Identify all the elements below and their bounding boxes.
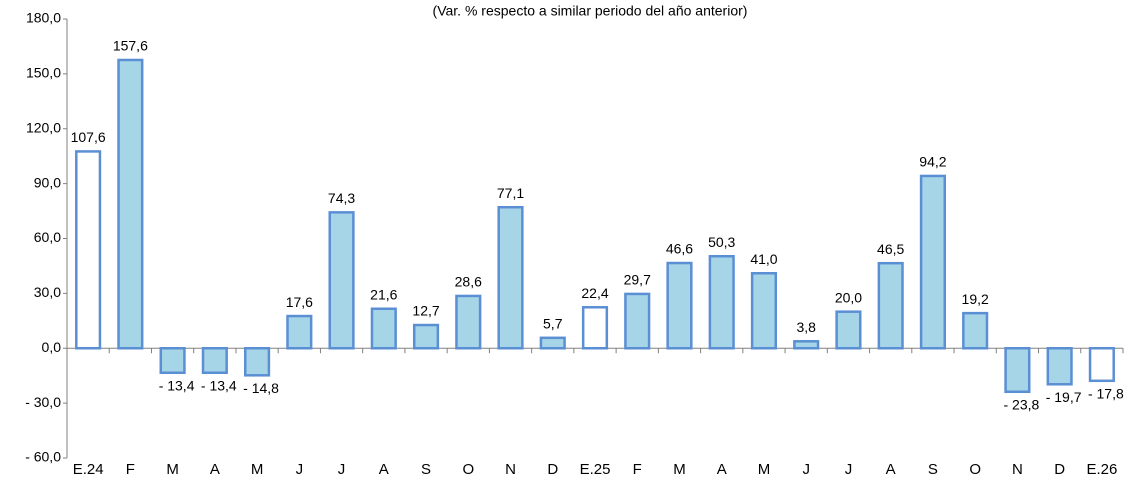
bar <box>497 205 524 350</box>
value-label: 22,4 <box>581 285 608 301</box>
value-label: 46,5 <box>877 241 904 257</box>
bar <box>201 347 228 375</box>
x-tick-label: A <box>210 461 220 478</box>
x-tick-label: D <box>547 461 558 478</box>
bar <box>370 307 397 350</box>
x-tick-label: A <box>379 461 389 478</box>
bar <box>919 174 946 350</box>
x-tick-label: E.25 <box>580 461 611 478</box>
bar <box>708 254 735 350</box>
value-label: - 13,4 <box>159 377 195 393</box>
x-tick-label: S <box>421 461 431 478</box>
value-label: 17,6 <box>286 294 313 310</box>
bar <box>1088 347 1115 383</box>
y-tick-label: - 60,0 <box>25 449 61 465</box>
value-label: 50,3 <box>708 234 735 250</box>
value-label: 5,7 <box>543 316 563 332</box>
x-tick-label: M <box>758 461 771 478</box>
bar <box>244 347 271 377</box>
y-tick-label: 30,0 <box>34 284 61 300</box>
bar <box>412 323 440 350</box>
value-label: 157,6 <box>113 38 148 54</box>
x-tick-label: E.26 <box>1086 461 1117 478</box>
x-tick-label: M <box>251 461 264 478</box>
value-label: 46,6 <box>666 241 693 257</box>
x-tick-label: F <box>633 461 642 478</box>
bar <box>624 292 651 350</box>
bar <box>962 311 989 350</box>
bar <box>159 347 186 375</box>
x-tick-label: J <box>802 461 810 478</box>
bar <box>328 211 355 350</box>
x-tick-label: A <box>717 461 727 478</box>
value-label: 21,6 <box>370 286 397 302</box>
value-label: 41,0 <box>750 251 777 267</box>
value-label: 3,8 <box>796 319 816 335</box>
x-tick-label: J <box>338 461 346 478</box>
value-label: - 23,8 <box>1003 396 1039 412</box>
bar <box>750 272 778 350</box>
y-tick-label: 0,0 <box>42 339 62 355</box>
x-tick-label: M <box>166 461 179 478</box>
x-tick-label: J <box>845 461 853 478</box>
bar <box>455 294 482 350</box>
bar <box>75 150 102 350</box>
bar <box>1004 347 1031 394</box>
x-tick-label: J <box>296 461 304 478</box>
bar <box>117 58 144 350</box>
value-label: 94,2 <box>919 154 946 170</box>
x-tick-label: O <box>969 461 981 478</box>
value-label: 107,6 <box>71 129 106 145</box>
x-tick-label: M <box>673 461 686 478</box>
y-tick-label: 60,0 <box>34 229 61 245</box>
value-label: 19,2 <box>962 291 989 307</box>
x-tick-label: D <box>1054 461 1065 478</box>
y-tick-label: 90,0 <box>34 174 61 190</box>
bar <box>835 310 862 350</box>
value-label: 29,7 <box>624 272 651 288</box>
bar <box>539 336 566 350</box>
y-tick-label: - 30,0 <box>25 394 61 410</box>
bar <box>1046 347 1073 386</box>
bar <box>581 306 609 350</box>
bar <box>286 314 313 350</box>
x-tick-label: O <box>462 461 474 478</box>
value-label: 28,6 <box>455 274 482 290</box>
bar <box>666 261 693 350</box>
bar <box>793 340 820 350</box>
x-tick-label: E.24 <box>73 461 104 478</box>
value-label: - 19,7 <box>1046 389 1082 405</box>
chart-title: (Var. % respecto a similar periodo del a… <box>433 3 748 19</box>
value-label: - 17,8 <box>1088 386 1124 402</box>
x-tick-label: N <box>1012 461 1023 478</box>
value-label: 12,7 <box>412 303 439 319</box>
x-tick-label: F <box>126 461 135 478</box>
x-tick-label: A <box>886 461 896 478</box>
y-tick-label: 180,0 <box>26 10 61 26</box>
value-label: 20,0 <box>835 289 862 305</box>
x-tick-label: N <box>505 461 516 478</box>
value-label: 74,3 <box>328 190 355 206</box>
value-label: - 13,4 <box>201 377 237 393</box>
value-label: 77,1 <box>497 185 524 201</box>
y-tick-label: 120,0 <box>26 119 61 135</box>
y-tick-label: 150,0 <box>26 65 61 81</box>
value-label: - 14,8 <box>243 380 279 396</box>
x-tick-label: S <box>928 461 938 478</box>
bar <box>877 261 904 350</box>
